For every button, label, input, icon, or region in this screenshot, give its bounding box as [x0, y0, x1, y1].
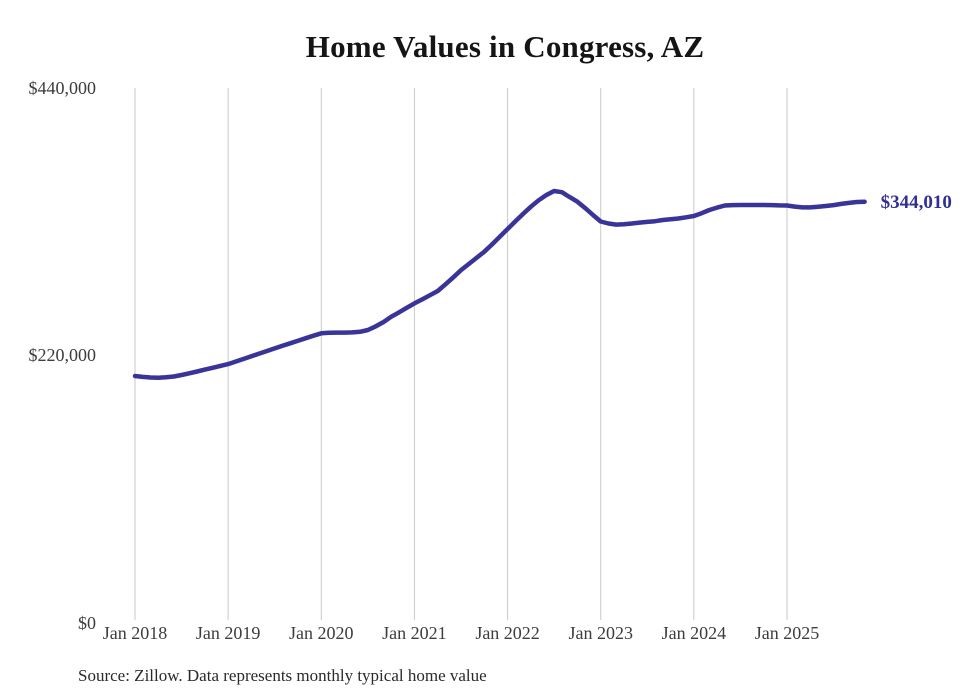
- current-value-label: $344,010: [880, 191, 952, 213]
- x-tick-label: Jan 2020: [289, 623, 354, 643]
- chart-title: Home Values in Congress, AZ: [305, 29, 705, 64]
- gridlines-group: [134, 88, 788, 620]
- x-tick-label: Jan 2022: [475, 623, 540, 643]
- x-tick-label: Jan 2018: [102, 623, 168, 643]
- price-line: [132, 188, 867, 380]
- x-tick-label: Jan 2023: [568, 623, 633, 643]
- x-tick-label: Jan 2019: [195, 623, 261, 643]
- y-axis-label-440000: $440,000: [28, 78, 97, 98]
- y-axis-label-0: $0: [78, 613, 96, 633]
- x-tick-label: Jan 2025: [754, 623, 820, 643]
- y-axis-label-220000: $220,000: [28, 345, 97, 365]
- source-note: Source: Zillow. Data represents monthly …: [78, 666, 487, 685]
- x-tick-label: Jan 2021: [382, 623, 447, 643]
- plot-area: [132, 88, 867, 620]
- x-tick-label: Jan 2024: [661, 623, 727, 643]
